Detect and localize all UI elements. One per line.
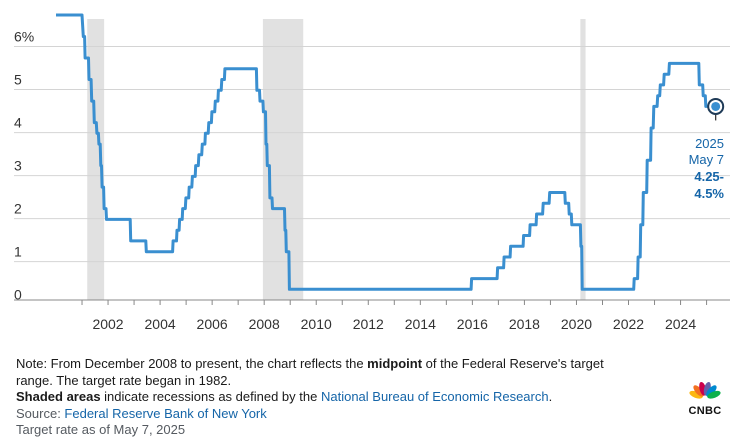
y-tick-label: 5: [14, 72, 22, 88]
x-tick-label: 2018: [509, 316, 540, 332]
x-tick-label: 2016: [457, 316, 488, 332]
y-axis-ticks: 6% 5 4 3 2 1 0: [14, 29, 34, 303]
peacock-feather: [706, 385, 717, 397]
x-tick-label: 2022: [613, 316, 644, 332]
cnbc-wordmark: CNBC: [688, 405, 722, 417]
recession-band-3: [580, 19, 586, 300]
note-text: .: [548, 389, 553, 404]
x-tick-label: 2012: [353, 316, 384, 332]
x-tick-label: 2014: [405, 316, 436, 332]
x-tick-label: 2024: [665, 316, 696, 332]
x-tick-label: 2006: [197, 316, 228, 332]
as-of-line: Target rate as of May 7, 2025: [16, 422, 666, 439]
note-text: Note: From December 2008 to present, the…: [16, 356, 368, 371]
x-tick-label: 2002: [92, 316, 123, 332]
y-tick-label: 4: [14, 115, 22, 131]
annotation-rate-line2: 4.5%: [694, 186, 724, 201]
recession-band-2: [262, 19, 304, 300]
source-link[interactable]: Federal Reserve Bank of New York: [64, 405, 267, 421]
y-tick-label: 0: [14, 287, 22, 303]
x-tick-label: 2008: [249, 316, 280, 332]
note-text: indicate recessions as defined by the: [100, 389, 321, 404]
y-tick-label: 6%: [14, 29, 34, 45]
y-tick-label: 1: [14, 244, 22, 260]
note-line2: range. The target rate began in 1982.: [16, 373, 666, 390]
note-bold-midpoint: midpoint: [367, 356, 423, 371]
gridlines: [14, 46, 730, 263]
source-line: Source: Federal Reserve Bank of New York: [16, 406, 666, 423]
x-tick-label: 2010: [301, 316, 332, 332]
x-tick-label: 2004: [145, 316, 176, 332]
annotation-rate-line1: 4.25-: [694, 169, 724, 184]
nber-link[interactable]: National Bureau of Economic Research: [320, 389, 549, 404]
y-tick-label: 2: [14, 201, 22, 217]
x-axis-ticks: 2002 2004 2006 2008 2010 2012 2014 2016 2018 2020…: [81, 300, 708, 332]
recession-note: Shaded areas indicate recessions as defi…: [16, 389, 666, 406]
annotation-marker-dot: [711, 101, 721, 111]
chart-notes: Note: From December 2008 to present, the…: [16, 356, 666, 439]
peacock-feather: [693, 385, 704, 397]
latest-rate-annotation: 2025 May 7 4.25- 4.5%: [689, 97, 724, 201]
x-tick-label: 2020: [561, 316, 592, 332]
rate-chart: 6% 5 4 3 2 1 0 2002 2004 2006 2008 2010 2012 2014 201…: [14, 13, 730, 332]
y-tick-label: 3: [14, 158, 22, 174]
note-text: range. The target rate began in 1982.: [16, 372, 232, 388]
annotation-date: May 7: [689, 152, 724, 167]
cnbc-logo: CNBC: [683, 380, 727, 417]
note-bold-shaded: Shaded areas: [16, 389, 101, 404]
source-label: Source:: [16, 405, 65, 421]
note-text: of the Federal Reserve's target: [422, 356, 604, 371]
rate-series-line: [56, 13, 716, 291]
annotation-year: 2025: [695, 136, 724, 151]
note-line1: Note: From December 2008 to present, the…: [16, 356, 666, 373]
peacock-feather: [707, 390, 721, 399]
peacock-icon: [689, 381, 721, 399]
as-of-text: Target rate as of May 7, 2025: [16, 422, 186, 437]
